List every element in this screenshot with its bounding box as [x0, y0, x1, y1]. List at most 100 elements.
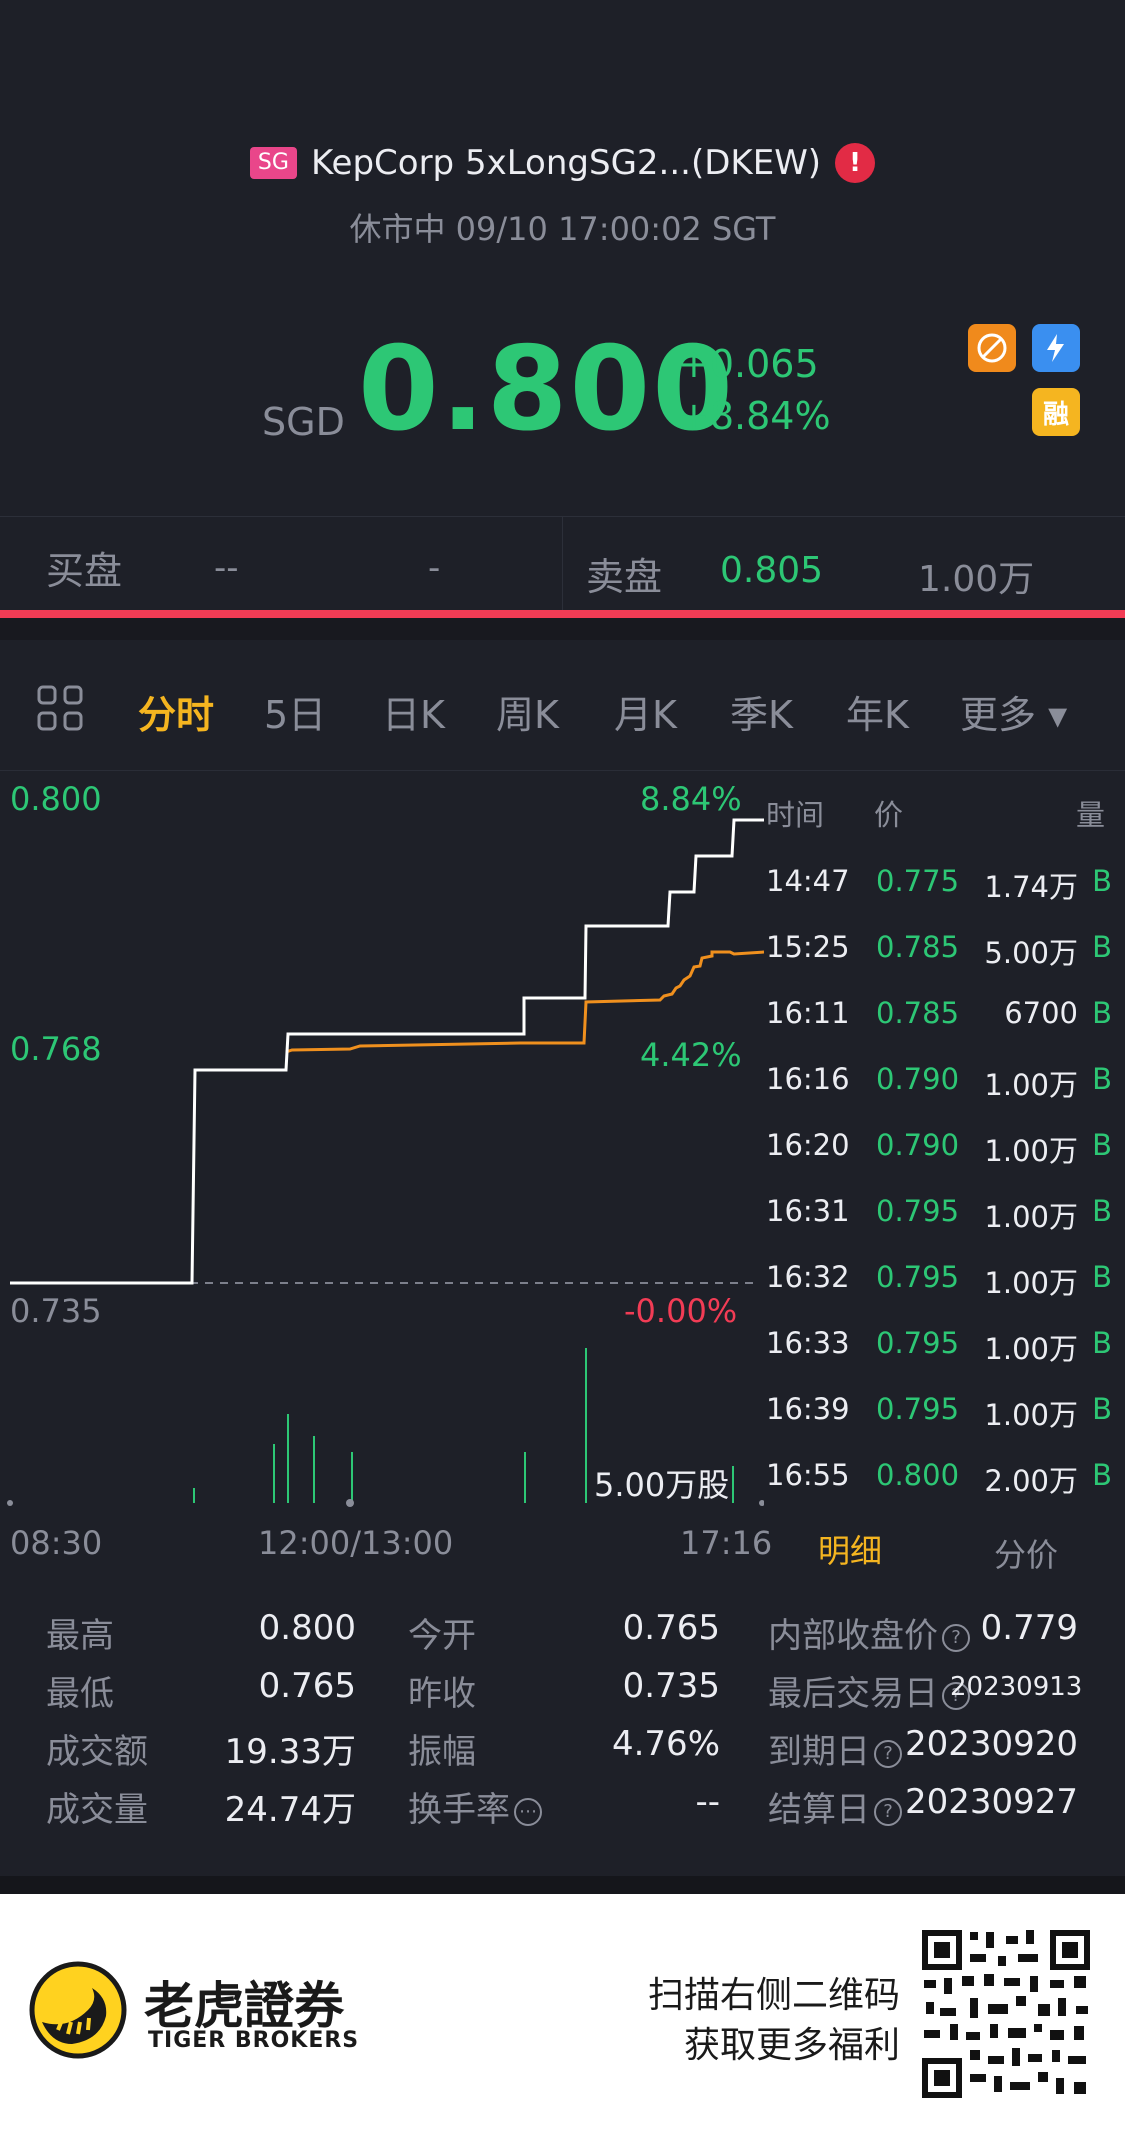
bid-label: 买盘 [46, 549, 123, 593]
pct-label-mid: 4.42% [640, 1036, 742, 1074]
trade-row: 16:20 0.790 1.00万 B [766, 1128, 1112, 1168]
stat-low-label: 最低 [46, 1674, 114, 1714]
market-badge: SG [249, 147, 297, 179]
x-label-end: 17:16 [680, 1524, 773, 1562]
trade-row: 16:39 0.795 1.00万 B [766, 1392, 1112, 1432]
tab-quarterly-k[interactable]: 季K [730, 693, 793, 737]
tiger-logo-icon [28, 1960, 128, 2060]
more-info-icon[interactable]: ⋯ [514, 1797, 542, 1826]
y-label-high: 0.800 [10, 780, 102, 818]
bid-size: - [428, 548, 441, 588]
stat-internal-close-label: 内部收盘价 [768, 1616, 938, 1656]
stat-settle-wrap: 结算日? [768, 1782, 902, 1831]
intraday-chart[interactable] [0, 772, 764, 1512]
tab-monthly-k[interactable]: 月K [614, 693, 677, 737]
order-book-ratio-bar [0, 610, 1125, 618]
bid-price: -- [214, 548, 239, 588]
y-label-low: 0.735 [10, 1292, 102, 1330]
tab-intraday[interactable]: 分时 [138, 693, 215, 737]
trades-header-price: 价 [874, 798, 904, 832]
section-separator [0, 618, 1125, 640]
stat-amplitude-value: 4.76% [611, 1724, 720, 1764]
stat-turnover-rate-wrap: 换手率 ⋯ [408, 1782, 542, 1831]
stat-expiry-value: 20230920 [904, 1724, 1078, 1764]
stat-open-label: 今开 [408, 1616, 476, 1656]
stat-expiry-label: 到期日 [768, 1732, 870, 1772]
stat-turnover-value: 19.33万 [224, 1732, 356, 1772]
price-change: +0.065 [678, 342, 819, 386]
volume-label: 5.00万股 [594, 1466, 730, 1504]
tab-more[interactable]: 更多 ▾ [960, 693, 1068, 737]
volume-bars [193, 1348, 734, 1503]
tab-yearly-k[interactable]: 年K [846, 693, 909, 737]
margin-icon[interactable]: 融 [1032, 388, 1080, 436]
trade-row: 15:25 0.785 5.00万 B [766, 930, 1112, 970]
stat-high-value: 0.800 [258, 1608, 356, 1648]
brand-name-cn: 老虎證券 [144, 1977, 344, 2035]
lightning-icon[interactable] [1032, 324, 1080, 372]
stat-turnover-label: 成交额 [46, 1732, 148, 1772]
trade-row: 14:47 0.775 1.74万 B [766, 864, 1112, 904]
help-icon[interactable]: ? [874, 1797, 902, 1826]
chart-dot [346, 1499, 354, 1507]
order-book-divider [562, 516, 563, 612]
price-line [10, 818, 764, 1285]
trade-row: 16:32 0.795 1.00万 B [766, 1260, 1112, 1300]
trade-row: 16:33 0.795 1.00万 B [766, 1326, 1112, 1366]
trade-row: 16:16 0.790 1.00万 B [766, 1062, 1112, 1102]
ask-price: 0.805 [720, 550, 824, 591]
stat-turnover-rate-value: -- [695, 1782, 720, 1822]
stat-low-value: 0.765 [258, 1666, 356, 1706]
currency-label: SGD [262, 400, 345, 444]
ask-size: 1.00万 [918, 559, 1035, 600]
stat-settle-value: 20230927 [904, 1782, 1078, 1822]
stat-volume-label: 成交量 [46, 1790, 148, 1830]
help-icon[interactable]: ? [942, 1623, 970, 1652]
promo-text-line1: 扫描右侧二维码 [647, 1975, 900, 2016]
tab-daily-k[interactable]: 日K [382, 693, 445, 737]
market-status: 休市中 09/10 17:00:02 SGT [349, 210, 776, 248]
x-label-start: 08:30 [10, 1524, 103, 1562]
stat-prev-close-value: 0.735 [622, 1666, 720, 1706]
pct-label-low: -0.00% [624, 1292, 738, 1330]
chart-dot [759, 1500, 764, 1506]
y-label-mid: 0.768 [10, 1030, 102, 1068]
stat-open-value: 0.765 [622, 1608, 720, 1648]
help-icon[interactable]: ? [942, 1681, 970, 1710]
stat-amplitude-label: 振幅 [408, 1732, 476, 1772]
ask-label: 卖盘 [586, 555, 663, 599]
alert-icon[interactable]: ! [835, 143, 876, 183]
stock-name[interactable]: KepCorp 5xLongSG2...(DKEW) [310, 143, 822, 183]
tab-price-distribution[interactable]: 分价 [994, 1536, 1059, 1574]
chart-dot [7, 1500, 13, 1506]
stat-volume-value: 24.74万 [224, 1790, 356, 1830]
promo-text-line2: 获取更多福利 [683, 2025, 900, 2066]
trade-row: 16:55 0.800 2.00万 B [766, 1458, 1112, 1498]
stat-turnover-rate-label: 换手率 [408, 1790, 510, 1830]
stat-expiry-wrap: 到期日? [768, 1724, 902, 1773]
stat-high-label: 最高 [46, 1616, 114, 1656]
pct-label-high: 8.84% [640, 780, 742, 818]
title-row: SG KepCorp 5xLongSG2...(DKEW) ! [0, 138, 1125, 188]
x-label-mid: 12:00/13:00 [258, 1524, 454, 1562]
tab-divider [0, 770, 1125, 771]
qr-code-icon [918, 1926, 1094, 2102]
trades-header-volume: 量 [1076, 798, 1106, 832]
section-separator [0, 1876, 1125, 1894]
help-icon[interactable]: ? [874, 1739, 902, 1768]
tab-trade-detail[interactable]: 明细 [818, 1532, 883, 1570]
grid-icon[interactable] [36, 684, 84, 732]
stat-internal-close-wrap: 内部收盘价? [768, 1608, 970, 1657]
no-short-icon[interactable] [968, 324, 1016, 372]
trade-row: 16:11 0.785 6700 B [766, 996, 1112, 1030]
stat-prev-close-label: 昨收 [408, 1674, 476, 1714]
stat-internal-close-value: 0.779 [980, 1608, 1078, 1648]
stat-last-trade-label: 最后交易日 [768, 1674, 938, 1714]
tab-weekly-k[interactable]: 周K [496, 693, 559, 737]
stat-last-trade-wrap: 最后交易日? [768, 1666, 970, 1715]
price-change-pct: +8.84% [678, 394, 831, 438]
stat-last-trade-value: 20230913 [950, 1672, 1083, 1702]
trade-row: 16:31 0.795 1.00万 B [766, 1194, 1112, 1234]
tab-5day[interactable]: 5日 [264, 693, 327, 737]
avg-price-line [285, 950, 764, 1054]
